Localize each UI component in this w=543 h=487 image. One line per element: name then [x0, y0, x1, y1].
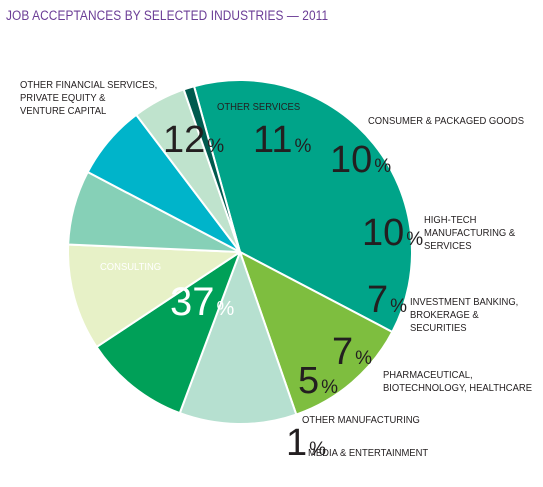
pie-category-label-consumer-packaged-goods: CONSUMER & PACKAGED GOODS	[368, 116, 524, 128]
pie-slice-other-services	[178, 251, 298, 425]
pie-value-label-investment-banking-brokerage-securities: 7%	[367, 279, 407, 321]
pie-category-label-pharmaceutical-biotechnology-healthcare: PHARMACEUTICAL, BIOTECHNOLOGY, HEALTHCARE	[383, 370, 532, 395]
pie-value-label-media-entertainment: 1%	[286, 422, 326, 464]
pie-slice-high-tech-manufacturing-services	[67, 243, 241, 348]
pie-slice-consulting	[193, 79, 413, 333]
pie-category-label-other-manufacturing: OTHER MANUFACTURING	[302, 415, 420, 427]
pie-category-label-high-tech-manufacturing-services: HIGH-TECH MANUFACTURING & SERVICES	[424, 215, 516, 253]
pie-value-label-other-financial-services-private-equity-venture-capital: 12%	[163, 119, 224, 161]
pie-category-label-other-financial-services-private-equity-venture-capital: OTHER FINANCIAL SERVICES, PRIVATE EQUITY …	[20, 80, 157, 118]
pie-category-label-consulting: CONSULTING	[100, 262, 161, 274]
pie-value-label-consumer-packaged-goods: 10%	[330, 139, 391, 181]
pie-value-label-high-tech-manufacturing-services: 10%	[362, 212, 423, 254]
chart-title: JOB ACCEPTANCES BY SELECTED INDUSTRIES —…	[6, 8, 329, 23]
pie-slices	[67, 79, 413, 425]
pie-value-label-other-services: 11%	[253, 119, 311, 161]
pie-category-label-other-services: OTHER SERVICES	[217, 102, 300, 114]
pie-category-label-investment-banking-brokerage-securities: INVESTMENT BANKING, BROKERAGE & SECURITIES	[410, 297, 518, 335]
pie-labels: 37 % CONSULTING 12 %OTHER FINANCIAL SERVICES…	[20, 80, 532, 464]
pie-slice-consumer-packaged-goods	[95, 251, 241, 415]
pie-category-label-media-entertainment: MEDIA & ENTERTAINMENT	[308, 448, 428, 460]
pie-slice-media-entertainment	[182, 85, 241, 253]
pie-value-label-other-manufacturing: 5%	[298, 360, 338, 402]
pie-slice-other-financial-services-private-equity-venture-capital	[239, 251, 394, 416]
pie-value-label-consulting: 37%	[170, 280, 235, 324]
pie-value-label-pharmaceutical-biotechnology-healthcare: 7%	[332, 331, 372, 373]
